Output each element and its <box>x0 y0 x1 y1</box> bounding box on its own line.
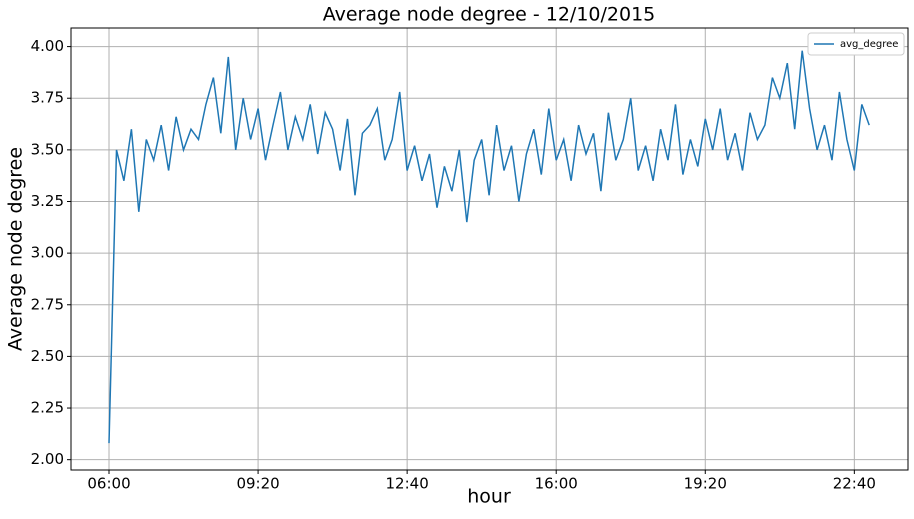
legend-label: avg_degree <box>840 39 898 50</box>
legend-box <box>807 32 905 56</box>
y-tick-label: 2.50 <box>31 347 64 365</box>
y-tick-label: 2.25 <box>31 399 64 417</box>
x-tick-label: 06:00 <box>87 475 130 493</box>
chart-title: Average node degree - 12/10/2015 <box>323 4 656 26</box>
plot-frame <box>70 27 909 471</box>
data-line <box>108 50 870 444</box>
y-tick-label: 3.75 <box>31 89 64 107</box>
y-tick-label: 2.75 <box>31 295 64 313</box>
x-tick-label: 12:40 <box>386 475 429 493</box>
x-tick-label: 19:20 <box>684 475 727 493</box>
x-tick-label: 16:00 <box>535 475 578 493</box>
y-tick-label: 2.00 <box>31 450 64 468</box>
x-tick-label: 22:40 <box>833 475 876 493</box>
y-tick-label: 4.00 <box>31 37 64 55</box>
y-tick-label: 3.00 <box>31 244 64 262</box>
x-tick-label: 09:20 <box>236 475 279 493</box>
y-tick-label: 3.50 <box>31 140 64 158</box>
x-axis-label: hour <box>467 486 511 508</box>
y-axis-label: Average node degree <box>5 147 27 351</box>
y-tick-label: 3.25 <box>31 192 64 210</box>
